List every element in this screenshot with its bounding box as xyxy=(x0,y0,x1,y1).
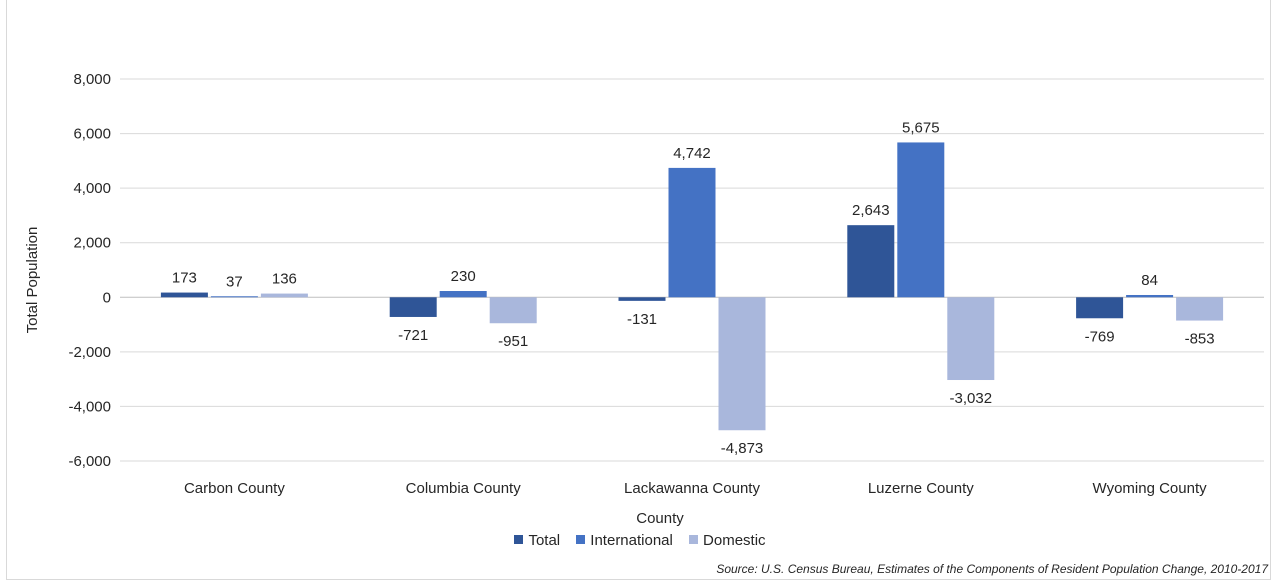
y-tick-label: 2,000 xyxy=(73,235,111,252)
data-label: -3,032 xyxy=(950,390,993,407)
bar xyxy=(160,292,208,298)
legend-label: International xyxy=(590,532,673,549)
legend-swatch xyxy=(689,535,699,544)
y-tick-label: 6,000 xyxy=(73,126,111,143)
data-label: 173 xyxy=(172,270,197,287)
bar xyxy=(1076,297,1124,319)
source-note: Source: U.S. Census Bureau, Estimates of… xyxy=(716,562,1268,576)
bar xyxy=(1176,297,1224,321)
data-label: 37 xyxy=(226,273,243,290)
data-label: 84 xyxy=(1141,272,1158,289)
x-tick-label: Luzerne County xyxy=(868,480,974,497)
data-label: 4,742 xyxy=(673,145,711,162)
x-tick-label: Wyoming County xyxy=(1093,480,1208,497)
data-label: -769 xyxy=(1085,328,1115,345)
data-label: -131 xyxy=(627,311,657,328)
bar xyxy=(618,297,666,301)
y-tick-label: -2,000 xyxy=(68,344,111,361)
y-tick-label: -4,000 xyxy=(68,398,111,415)
y-tick-label: 8,000 xyxy=(73,71,111,88)
x-axis-title: County xyxy=(636,510,684,527)
bar xyxy=(260,293,308,298)
data-label: -951 xyxy=(498,333,528,350)
legend-item-total: Total xyxy=(514,532,560,549)
data-label: 230 xyxy=(451,268,476,285)
data-label: -4,873 xyxy=(721,440,764,457)
data-label: -721 xyxy=(398,327,428,344)
bar xyxy=(718,297,766,431)
legend-item-international: International xyxy=(576,532,673,549)
x-tick-label: Columbia County xyxy=(406,480,522,497)
data-label: -853 xyxy=(1185,331,1215,348)
legend-swatch xyxy=(576,535,586,544)
bar xyxy=(897,142,945,298)
legend-label: Domestic xyxy=(703,532,766,549)
y-axis-ticks: 8,000 6,000 4,000 2,000 0 -2,000 -4,000 -6,000 xyxy=(68,71,111,470)
y-axis-title: Total Population xyxy=(24,227,41,334)
bar-labels: 173 37 136 -721 230 -951 -131 4,742 -4,873 2,643 5… xyxy=(172,119,1215,457)
legend-label: Total xyxy=(528,532,561,549)
bar xyxy=(439,291,487,298)
bar xyxy=(668,167,716,298)
y-tick-label: 4,000 xyxy=(73,180,111,197)
x-tick-label: Lackawanna County xyxy=(624,480,760,497)
chart-frame xyxy=(6,0,1271,580)
bar xyxy=(389,297,437,317)
bar xyxy=(847,225,895,298)
bar xyxy=(210,296,258,298)
data-label: 5,675 xyxy=(902,119,940,136)
bars xyxy=(160,142,1224,431)
legend-item-domestic: Domestic xyxy=(689,532,766,549)
y-tick-label: 0 xyxy=(103,289,111,306)
y-tick-label: -6,000 xyxy=(68,453,111,470)
bar xyxy=(947,297,995,381)
data-label: 136 xyxy=(272,271,297,288)
data-label: 2,643 xyxy=(852,202,890,219)
x-axis-ticks: Carbon County Columbia County Lackawanna C… xyxy=(184,480,1207,497)
bar xyxy=(489,297,537,324)
x-tick-label: Carbon County xyxy=(184,480,285,497)
legend-swatch xyxy=(514,535,524,544)
legend: Total International Domestic xyxy=(0,532,1280,552)
bar xyxy=(1126,294,1174,298)
